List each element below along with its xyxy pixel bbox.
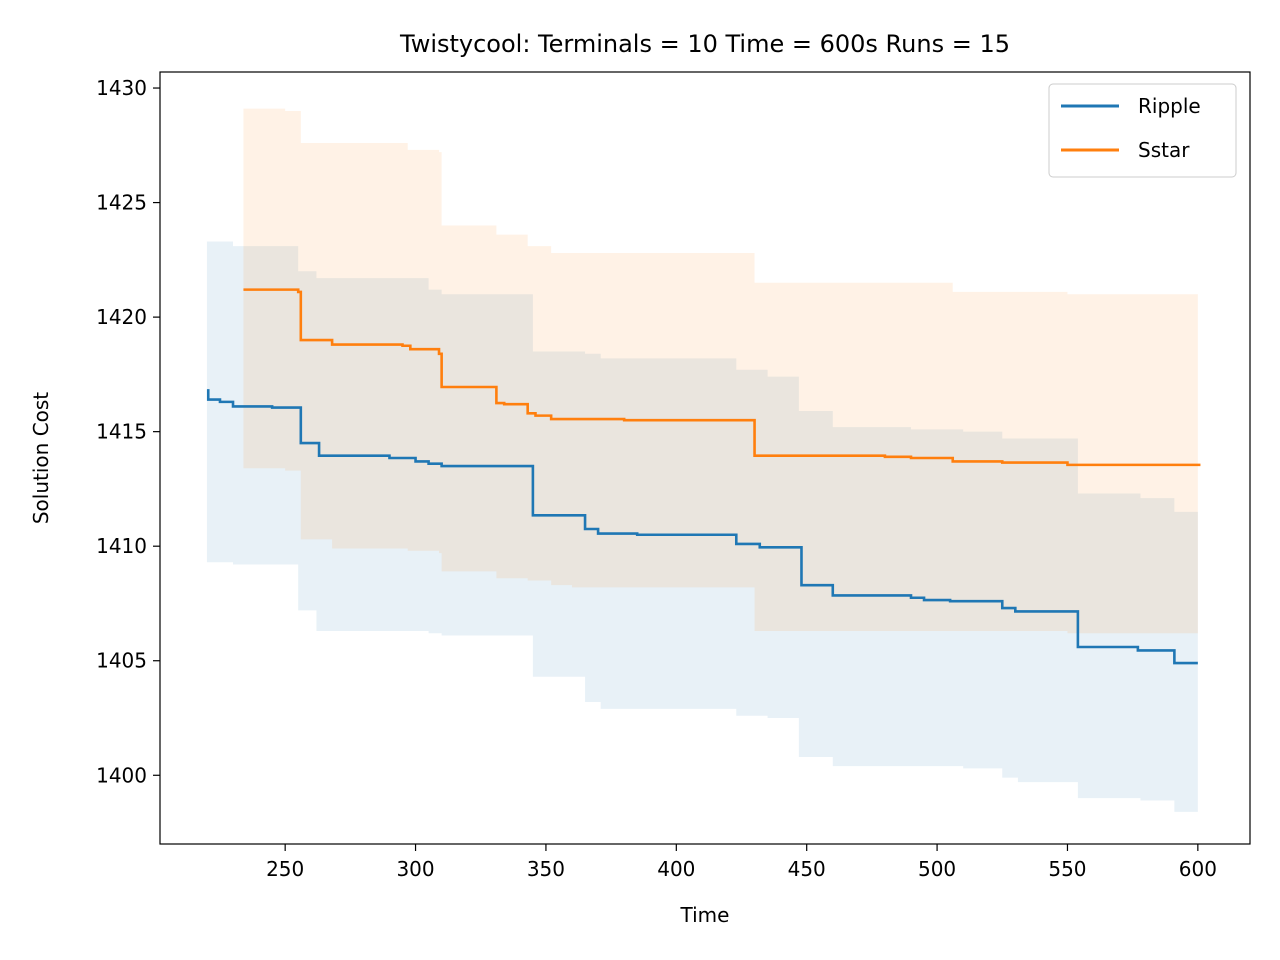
y-axis-label: Solution Cost (29, 392, 53, 524)
confidence-bands (206, 108, 1198, 812)
x-tick-label: 500 (918, 857, 956, 881)
x-tick-label: 600 (1179, 857, 1217, 881)
x-tick-label: 350 (527, 857, 565, 881)
band-ripple (206, 241, 1198, 812)
x-tick-label: 300 (396, 857, 434, 881)
y-tick-label: 1425 (96, 191, 147, 215)
x-tick-label: 400 (657, 857, 695, 881)
line-ripple (206, 389, 1198, 665)
series-lines (206, 288, 1201, 665)
plot-frame (159, 71, 1251, 845)
y-tick-label: 1410 (96, 534, 147, 558)
x-axis-label: Time (680, 903, 730, 927)
x-tick-label: 550 (1048, 857, 1086, 881)
y-tick-label: 1430 (96, 76, 147, 100)
band-sstar (243, 108, 1198, 634)
y-axis-ticks: 1400 1405 1410 1415 1420 1425 1430 (96, 76, 160, 787)
x-tick-label: 450 (788, 857, 826, 881)
y-tick-label: 1405 (96, 649, 147, 673)
chart-title: Twistycool: Terminals = 10 Time = 600s R… (399, 30, 1010, 58)
line-sstar (243, 288, 1201, 467)
legend: Ripple Sstar (1048, 83, 1237, 178)
legend-label-sstar: Sstar (1138, 138, 1190, 162)
x-tick-label: 250 (266, 857, 304, 881)
x-axis-ticks: 250 300 350 400 450 500 550 600 (266, 844, 1217, 881)
y-tick-label: 1400 (96, 763, 147, 787)
y-tick-label: 1415 (96, 420, 147, 444)
legend-label-ripple: Ripple (1138, 94, 1201, 118)
y-tick-label: 1420 (96, 305, 147, 329)
